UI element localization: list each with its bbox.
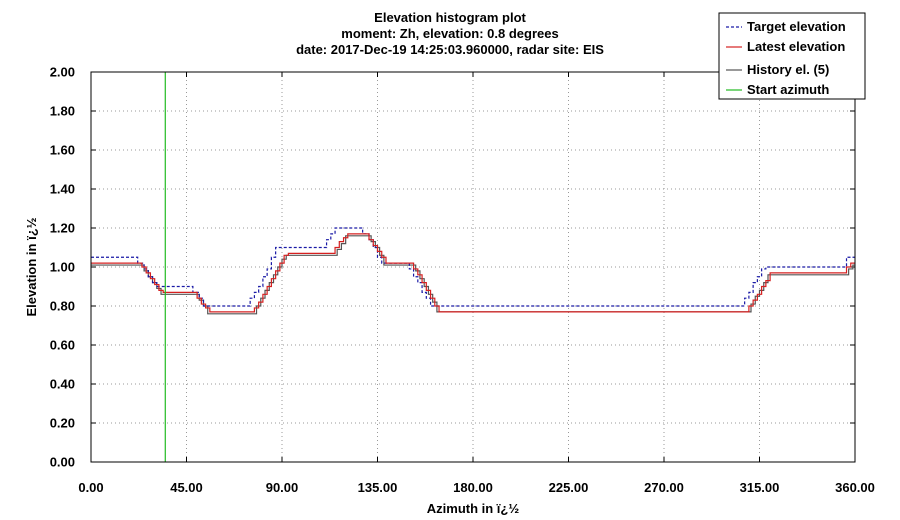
legend-box xyxy=(718,12,866,100)
y-tick-label: 1.00 xyxy=(50,260,75,275)
x-tick-label: 135.00 xyxy=(358,480,398,495)
legend-label-start: Start azimuth xyxy=(747,82,829,97)
chart-title-line-2: moment: Zh, elevation: 0.8 degrees xyxy=(341,26,558,41)
x-tick-label: 360.00 xyxy=(835,480,875,495)
history-elevation-series xyxy=(91,235,855,315)
x-tick-label: 90.00 xyxy=(266,480,299,495)
y-tick-label: 0.60 xyxy=(50,338,75,353)
y-tick-label: 1.80 xyxy=(50,104,75,119)
chart-title-line-3: date: 2017-Dec-19 14:25:03.960000, radar… xyxy=(296,42,604,57)
legend: Target elevation Latest elevation Histor… xyxy=(718,12,866,100)
y-axis-label: Elevation in ï¿½ xyxy=(24,217,39,316)
y-tick-label: 1.60 xyxy=(50,143,75,158)
tick-labels: 0.00 45.00 90.00 135.00 180.00 225.00 270.00 31… xyxy=(50,65,875,496)
y-tick-label: 1.40 xyxy=(50,182,75,197)
y-tick-label: 2.00 xyxy=(50,65,75,80)
y-tick-label: 0.40 xyxy=(50,377,75,392)
x-tick-label: 315.00 xyxy=(740,480,780,495)
data-series xyxy=(91,72,855,462)
latest-elevation-series xyxy=(91,233,855,313)
y-tick-label: 1.20 xyxy=(50,221,75,236)
x-axis-label: Azimuth in ï¿½ xyxy=(427,501,520,516)
legend-label-latest: Latest elevation xyxy=(747,39,845,54)
x-tick-label: 0.00 xyxy=(78,480,103,495)
legend-label-history: History el. (5) xyxy=(747,62,829,77)
y-tick-label: 0.80 xyxy=(50,299,75,314)
legend-label-target: Target elevation xyxy=(747,19,846,34)
y-tick-label: 0.00 xyxy=(50,455,75,470)
x-tick-label: 45.00 xyxy=(170,480,203,495)
plot-frame xyxy=(90,71,856,463)
x-tick-label: 270.00 xyxy=(644,480,684,495)
chart-title-line-1: Elevation histogram plot xyxy=(374,10,526,25)
y-tick-label: 0.20 xyxy=(50,416,75,431)
x-tick-label: 225.00 xyxy=(549,480,589,495)
x-tick-label: 180.00 xyxy=(453,480,493,495)
